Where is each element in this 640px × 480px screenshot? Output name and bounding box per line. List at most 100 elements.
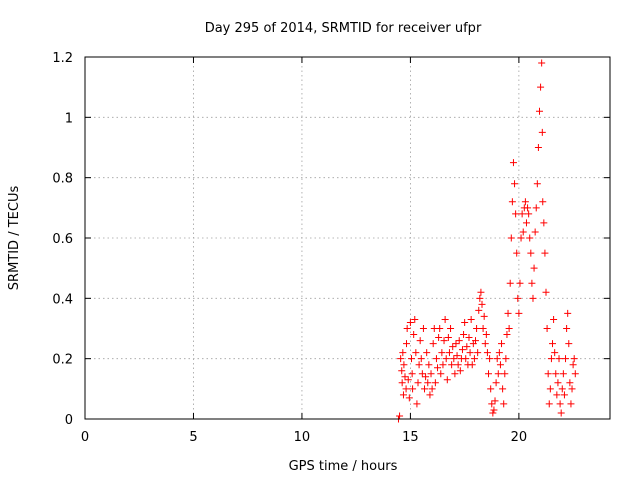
data-point xyxy=(538,128,546,136)
data-point xyxy=(566,379,574,387)
data-point xyxy=(557,409,565,417)
y-tick-label: 1.2 xyxy=(52,51,73,66)
y-tick-label: 0 xyxy=(65,413,73,428)
data-point xyxy=(467,315,475,323)
data-point xyxy=(441,315,449,323)
x-tick-label: 15 xyxy=(402,430,419,445)
x-tick-labels: 0 5 10 15 20 xyxy=(81,430,527,445)
data-point xyxy=(522,219,530,227)
data-point xyxy=(571,370,579,378)
x-tick-label: 0 xyxy=(81,430,89,445)
data-point xyxy=(408,370,416,378)
data-point xyxy=(427,370,435,378)
data-point xyxy=(514,294,522,302)
data-point xyxy=(506,279,514,287)
data-point xyxy=(516,279,524,287)
data-point xyxy=(503,331,511,339)
data-point xyxy=(401,373,409,381)
data-point xyxy=(499,385,507,393)
data-point xyxy=(559,370,567,378)
data-point xyxy=(428,385,436,393)
data-point xyxy=(399,349,407,357)
data-point xyxy=(422,373,430,381)
x-axis-label: GPS time / hours xyxy=(289,459,398,474)
data-point xyxy=(531,228,539,236)
data-point xyxy=(470,355,478,363)
data-point xyxy=(524,204,532,212)
y-tick-labels: 0 0.2 0.4 0.6 0.8 1 1.2 xyxy=(52,51,73,428)
data-point xyxy=(423,349,431,357)
y-tick-label: 0.4 xyxy=(52,292,73,307)
data-point xyxy=(429,340,437,348)
data-point xyxy=(494,370,502,378)
data-point xyxy=(403,325,411,332)
data-point xyxy=(398,379,406,387)
data-point xyxy=(545,400,553,408)
data-point xyxy=(404,376,412,384)
y-tick-label: 0.8 xyxy=(52,172,73,187)
data-point xyxy=(412,349,420,357)
data-point xyxy=(517,234,525,242)
data-point xyxy=(535,107,543,115)
data-point xyxy=(496,361,504,369)
data-point xyxy=(552,370,560,378)
data-point xyxy=(504,309,512,317)
data-point xyxy=(462,355,470,363)
data-point xyxy=(482,331,490,339)
data-point xyxy=(562,355,570,363)
data-point xyxy=(511,180,519,188)
data-point xyxy=(521,198,529,206)
data-point xyxy=(438,349,446,357)
data-point xyxy=(398,367,406,375)
data-point xyxy=(564,309,572,317)
data-point xyxy=(400,361,408,369)
data-point xyxy=(453,352,461,360)
data-point xyxy=(515,309,523,317)
data-point xyxy=(546,385,554,393)
data-point xyxy=(538,59,546,67)
data-point xyxy=(534,144,542,151)
data-point xyxy=(537,83,545,91)
data-point xyxy=(490,406,498,414)
data-point xyxy=(456,367,464,375)
data-point xyxy=(533,180,541,188)
data-point xyxy=(501,370,509,378)
data-point xyxy=(447,325,455,332)
data-point xyxy=(563,325,571,332)
data-point xyxy=(468,361,476,369)
data-point xyxy=(478,300,486,308)
data-point xyxy=(409,385,417,393)
x-tick-label: 5 xyxy=(189,430,197,445)
data-point xyxy=(502,355,510,363)
y-tick-label: 0.2 xyxy=(52,353,73,368)
data-point xyxy=(451,370,459,378)
data-point xyxy=(405,394,413,402)
data-point xyxy=(454,361,462,369)
data-point xyxy=(445,349,453,357)
y-tick-label: 0.6 xyxy=(52,232,73,247)
data-point xyxy=(460,331,468,339)
data-point xyxy=(558,385,566,393)
data-point xyxy=(530,264,538,272)
data-point xyxy=(570,355,578,363)
data-point xyxy=(486,355,494,363)
data-point xyxy=(555,355,563,363)
data-point xyxy=(440,337,448,345)
data-point xyxy=(498,340,506,348)
data-point xyxy=(479,325,487,332)
data-point xyxy=(421,385,429,393)
data-point xyxy=(507,234,515,242)
data-point xyxy=(449,343,457,351)
data-point xyxy=(568,385,576,393)
data-point xyxy=(487,385,495,393)
data-point xyxy=(402,385,410,393)
data-point xyxy=(473,325,481,332)
data-point xyxy=(396,412,404,420)
data-point xyxy=(550,315,558,323)
data-point xyxy=(435,334,443,342)
data-point xyxy=(512,210,520,218)
data-point xyxy=(418,370,426,378)
data-point xyxy=(474,349,482,357)
data-point xyxy=(431,379,439,387)
